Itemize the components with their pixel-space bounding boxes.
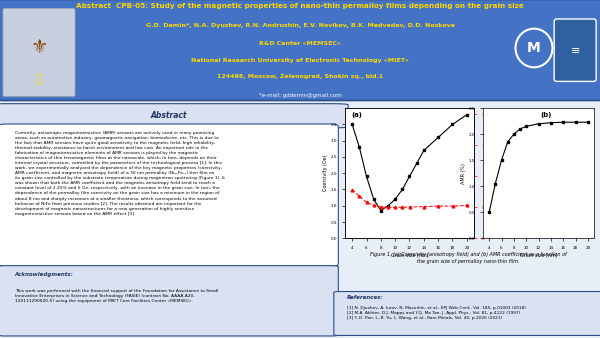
Text: Abstract  CPB-05: Study of the magnetic properties of nano-thin permalloy films : Abstract CPB-05: Study of the magnetic p… — [76, 3, 524, 9]
Text: R&D Center «MEMSEC»: R&D Center «MEMSEC» — [259, 41, 341, 46]
Text: ⚜: ⚜ — [30, 39, 48, 57]
Y-axis label: Coercivity (Oe): Coercivity (Oe) — [323, 155, 328, 191]
Text: This work was performed with the financial support of the Foundation for Assista: This work was performed with the financi… — [14, 289, 218, 303]
FancyBboxPatch shape — [554, 19, 596, 81]
Circle shape — [515, 29, 553, 67]
Text: National Research University of Electronic Technology «MIET»: National Research University of Electron… — [191, 58, 409, 63]
Text: Acknowledgments:: Acknowledgments: — [14, 272, 73, 277]
Text: [1] N. Djuzhev, A. Iurov, N. Mazurkin, et al., EPJ Web Conf., Vol. 185, p.01003 : [1] N. Djuzhev, A. Iurov, N. Mazurkin, e… — [347, 306, 526, 320]
FancyBboxPatch shape — [0, 266, 338, 336]
FancyBboxPatch shape — [3, 8, 75, 96]
FancyBboxPatch shape — [0, 124, 338, 266]
X-axis label: Grain size (nm): Grain size (nm) — [391, 253, 428, 258]
Text: 🛡: 🛡 — [35, 74, 43, 84]
X-axis label: Grain size (nm): Grain size (nm) — [520, 253, 557, 258]
FancyBboxPatch shape — [0, 104, 348, 128]
Y-axis label: Anisotropy field (Oe): Anisotropy field (Oe) — [490, 148, 494, 198]
Text: 124498, Moscow, Zelenograd, Shokin sq., bld.1: 124498, Moscow, Zelenograd, Shokin sq., … — [217, 74, 383, 79]
Text: (a): (a) — [352, 112, 362, 118]
Text: M: M — [527, 41, 541, 55]
Text: Currently, anisotropic magnetoresistive (AMR) sensors are actively used in many : Currently, anisotropic magnetoresistive … — [14, 131, 224, 216]
Text: (b): (b) — [541, 112, 552, 118]
FancyBboxPatch shape — [0, 0, 600, 100]
Text: G.D. Demin*, N.A. Dyuzhev, R.N. Andrushin, E.V. Novikov, B.K. Medvedev, D.D. Nos: G.D. Demin*, N.A. Dyuzhev, R.N. Andrushi… — [146, 23, 454, 28]
Text: ≡: ≡ — [571, 46, 580, 56]
FancyBboxPatch shape — [334, 291, 600, 335]
Y-axis label: AMR (%): AMR (%) — [461, 163, 466, 184]
Text: References:: References: — [347, 295, 383, 300]
Text: Figure 1. (a) Coercivity (anisotropy field) and (b) AMR coefficient as a functio: Figure 1. (a) Coercivity (anisotropy fie… — [370, 252, 566, 264]
Text: *e-mail: gddemin@gmail.com: *e-mail: gddemin@gmail.com — [259, 93, 341, 98]
Text: Abstract: Abstract — [150, 111, 187, 120]
